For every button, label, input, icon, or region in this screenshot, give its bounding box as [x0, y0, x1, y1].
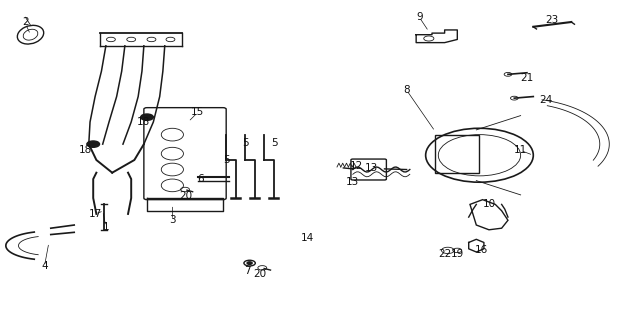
- Text: 8: 8: [403, 85, 410, 95]
- Text: 19: 19: [451, 249, 464, 259]
- Text: 3: 3: [169, 215, 176, 225]
- Text: 14: 14: [301, 233, 314, 243]
- Text: 18: 18: [79, 146, 92, 156]
- Text: 21: 21: [520, 73, 534, 83]
- Text: 20: 20: [180, 190, 193, 201]
- Circle shape: [247, 262, 252, 264]
- Circle shape: [87, 141, 100, 147]
- Text: 9: 9: [416, 12, 423, 22]
- Text: 11: 11: [514, 146, 527, 156]
- Text: 16: 16: [474, 245, 488, 255]
- Text: 17: 17: [88, 209, 102, 219]
- Text: 12: 12: [349, 161, 363, 171]
- Text: 5: 5: [242, 138, 249, 148]
- Text: 20: 20: [253, 269, 266, 279]
- Text: 15: 15: [191, 108, 204, 117]
- Circle shape: [141, 114, 153, 120]
- Text: 13: 13: [346, 177, 359, 187]
- Text: 4: 4: [41, 261, 48, 271]
- Text: 22: 22: [438, 249, 452, 259]
- Text: 24: 24: [539, 95, 553, 105]
- Text: 5: 5: [223, 155, 230, 165]
- Text: 10: 10: [483, 199, 495, 209]
- Text: 23: 23: [546, 15, 559, 25]
- Text: 18: 18: [137, 117, 151, 127]
- Text: 2: 2: [22, 17, 29, 27]
- Polygon shape: [470, 200, 508, 230]
- Text: 6: 6: [198, 174, 204, 184]
- Text: 13: 13: [365, 163, 378, 173]
- Text: 1: 1: [102, 222, 109, 232]
- Text: 5: 5: [272, 138, 279, 148]
- Text: 7: 7: [244, 266, 251, 276]
